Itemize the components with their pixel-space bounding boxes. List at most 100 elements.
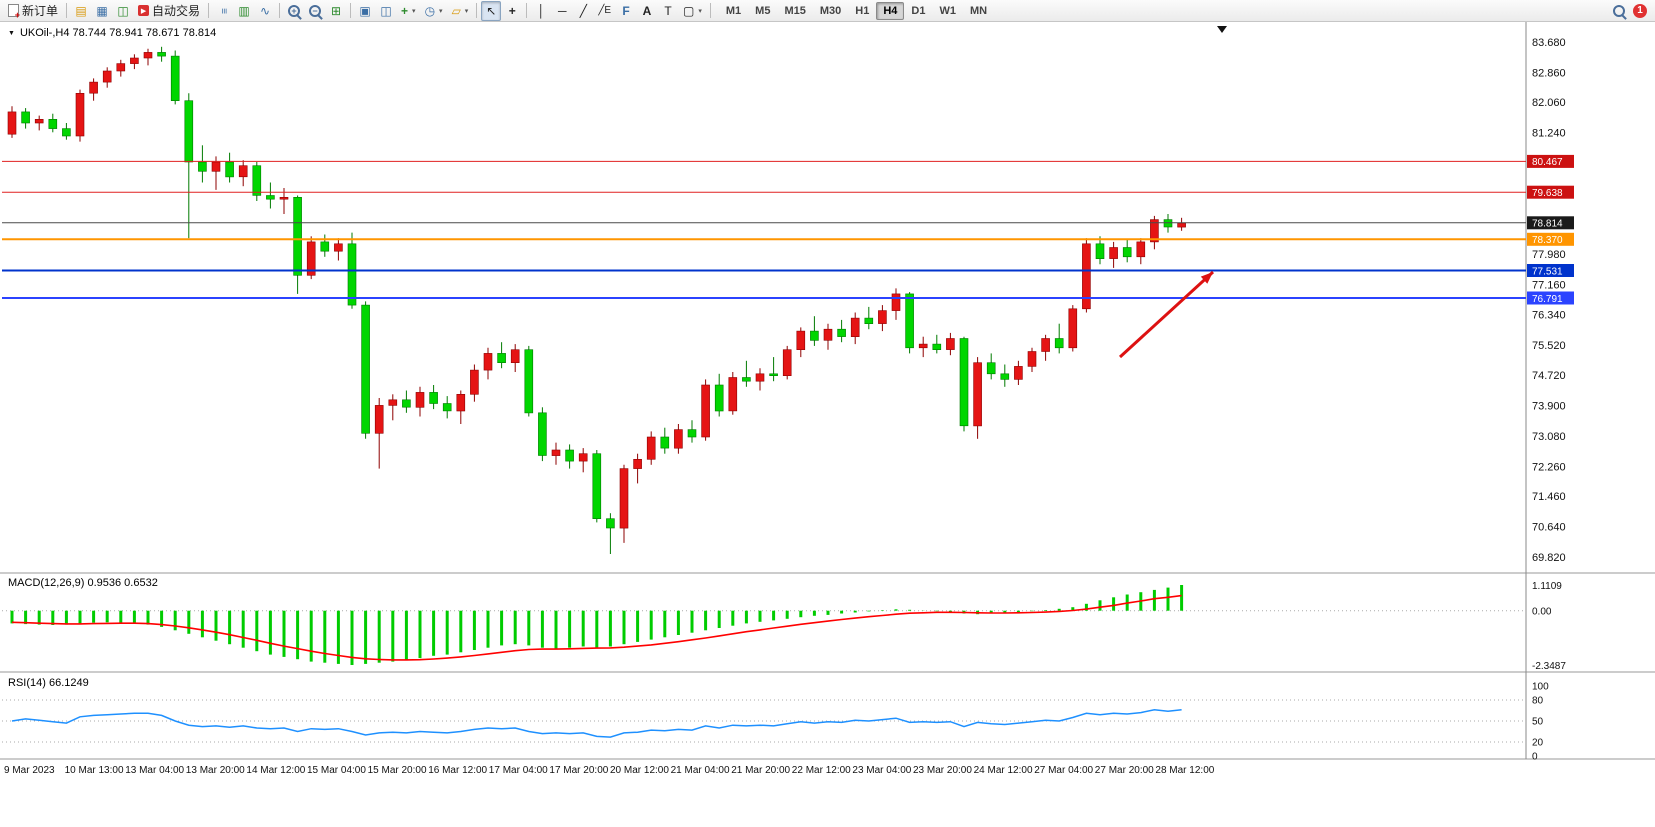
toolbar-separator <box>279 3 281 18</box>
timeframe-button-m30[interactable]: M30 <box>819 4 842 17</box>
time-axis-label: 13 Mar 04:00 <box>125 765 185 776</box>
arrange-vertical-icon: ◫ <box>380 3 392 18</box>
time-axis-label: 27 Mar 20:00 <box>1094 765 1154 776</box>
trend-arrow-annotation[interactable] <box>1118 270 1215 359</box>
fibonacci-tool-button[interactable]: F <box>616 1 636 21</box>
cursor-tool-button[interactable]: ↖ <box>481 0 502 21</box>
template-icon: ▱ <box>451 3 461 18</box>
timeframe-button-d1[interactable]: D1 <box>911 4 926 17</box>
rsi-indicator: 100 80 50 20 0 <box>2 682 1549 760</box>
search-icon[interactable] <box>1613 4 1625 17</box>
line-chart-button[interactable]: ∿ <box>255 1 275 21</box>
macd-axis-label: -2.3487 <box>1532 661 1566 672</box>
zoom-in-icon: + <box>288 4 301 17</box>
macd-signal-line <box>11 594 1182 661</box>
toolbar-separator <box>476 3 478 18</box>
svg-text:76.340: 76.340 <box>1532 310 1566 322</box>
tile-windows-button[interactable]: ⊞ <box>326 1 346 21</box>
label-tool-button[interactable]: T <box>658 1 678 21</box>
horizontal-line-icon: ─ <box>558 3 567 18</box>
timeframe-button-h4[interactable]: H4 <box>876 1 905 20</box>
symbol-title: ▼ UKOil-,H4 78.744 78.941 78.671 78.814 <box>8 27 216 39</box>
chevron-down-icon: ▾ <box>698 7 702 15</box>
arrange-vertical-button[interactable]: ◫ <box>376 1 396 21</box>
notification-badge[interactable]: 1 <box>1633 3 1647 18</box>
time-marker-icon[interactable] <box>1217 26 1227 33</box>
price-badge-label: 79.638 <box>1532 188 1563 199</box>
time-axis-label: 21 Mar 20:00 <box>731 765 791 776</box>
time-axis-label: 23 Mar 04:00 <box>852 765 912 776</box>
new-order-button[interactable]: 新订单 <box>4 1 62 21</box>
navigator-icon: ◫ <box>117 3 129 18</box>
candlestick-series <box>7 46 1186 554</box>
bar-chart-icon: ≡ <box>218 7 230 14</box>
timeframe-button-m15[interactable]: M15 <box>784 4 806 17</box>
svg-text:72.260: 72.260 <box>1532 461 1566 473</box>
auto-trading-button[interactable]: ▶ 自动交易 <box>134 1 204 21</box>
time-axis-label: 24 Mar 12:00 <box>973 765 1033 776</box>
indicators-button[interactable]: + ▾ <box>397 1 420 21</box>
chart-canvas[interactable]: 83.680 82.860 82.060 81.240 77.980 77.160 76.3… <box>0 22 1655 760</box>
horizontal-line-tool-button[interactable]: ─ <box>552 1 572 21</box>
rsi-axis-label: 50 <box>1532 717 1544 728</box>
equidistant-channel-icon: ╱E <box>598 4 612 16</box>
bar-chart-button[interactable]: ≡ <box>213 1 233 21</box>
price-badge-label: 78.370 <box>1532 235 1563 246</box>
rsi-indicator-label: RSI(14) 66.1249 <box>8 677 89 689</box>
timeframe-button-w1[interactable]: W1 <box>939 4 956 17</box>
clock-icon: ◷ <box>424 3 436 18</box>
svg-text:77.160: 77.160 <box>1532 279 1566 291</box>
time-axis-label: 16 Mar 12:00 <box>428 765 488 776</box>
toolbar-separator <box>709 3 711 18</box>
time-axis-label: 10 Mar 13:00 <box>64 765 124 776</box>
cursor-icon: ↖ <box>486 3 497 18</box>
trendline-icon: ╱ <box>579 3 587 18</box>
time-axis-label: 13 Mar 20:00 <box>185 765 245 776</box>
new-order-icon <box>8 4 20 20</box>
svg-text:74.720: 74.720 <box>1532 370 1566 382</box>
arrange-horizontal-button[interactable]: ▣ <box>355 1 375 21</box>
price-badge <box>1527 154 1574 168</box>
time-axis-label: 21 Mar 04:00 <box>670 765 730 776</box>
time-axis[interactable]: 9 Mar 2023 10 Mar 13:00 13 Mar 04:00 13 Mar… <box>0 760 1655 784</box>
timeframe-button-m1[interactable]: M1 <box>725 4 742 17</box>
text-tool-button[interactable]: A <box>637 1 657 21</box>
vertical-line-icon: │ <box>537 3 546 18</box>
templates-button[interactable]: ▱ ▾ <box>448 1 473 21</box>
timeframe-button-m5[interactable]: M5 <box>755 4 771 17</box>
navigator-button[interactable]: ◫ <box>113 1 133 21</box>
vertical-line-tool-button[interactable]: │ <box>531 1 551 21</box>
toolbar-separator <box>66 3 68 18</box>
trendline-tool-button[interactable]: ╱ <box>573 1 593 21</box>
periods-button[interactable]: ◷ ▾ <box>421 1 447 21</box>
macd-axis-label: 1.1109 <box>1532 581 1562 592</box>
channel-tool-button[interactable]: ╱E <box>594 1 615 21</box>
svg-text:73.900: 73.900 <box>1532 400 1566 412</box>
toolbar-separator <box>350 3 352 18</box>
price-badge <box>1527 185 1574 199</box>
timeframe-button-mn[interactable]: MN <box>969 4 988 17</box>
data-window-icon: ▦ <box>96 3 108 18</box>
rsi-axis-label: 80 <box>1532 696 1544 707</box>
data-window-button[interactable]: ▦ <box>92 1 112 21</box>
zoom-out-button[interactable]: − <box>305 1 325 21</box>
shapes-tool-button[interactable]: ▢ ▾ <box>679 1 706 21</box>
svg-text:82.860: 82.860 <box>1532 68 1566 80</box>
rsi-line <box>11 708 1182 738</box>
symbol-dropdown-icon[interactable]: ▼ <box>8 29 15 37</box>
svg-text:81.240: 81.240 <box>1532 128 1566 140</box>
fibonacci-icon: F <box>622 3 630 18</box>
market-watch-button[interactable]: ▤ <box>71 1 91 21</box>
chevron-down-icon: ▾ <box>464 7 469 15</box>
zoom-in-button[interactable]: + <box>284 1 304 21</box>
indicators-icon: + <box>401 3 409 18</box>
line-chart-icon: ∿ <box>260 3 271 18</box>
crosshair-tool-button[interactable]: + <box>502 1 522 21</box>
candlestick-chart-button[interactable]: ▥ <box>234 1 254 21</box>
svg-text:70.640: 70.640 <box>1532 522 1566 534</box>
timeframe-button-h1[interactable]: H1 <box>855 4 870 17</box>
arrange-horizontal-icon: ▣ <box>359 3 371 18</box>
toolbar: 新订单 ▤ ▦ ◫ ▶ 自动交易 ≡ ▥ ∿ + − ⊞ ▣ ◫ +▾ ◷▾ ▱… <box>0 0 1655 22</box>
price-badge-label: 76.791 <box>1532 294 1563 305</box>
